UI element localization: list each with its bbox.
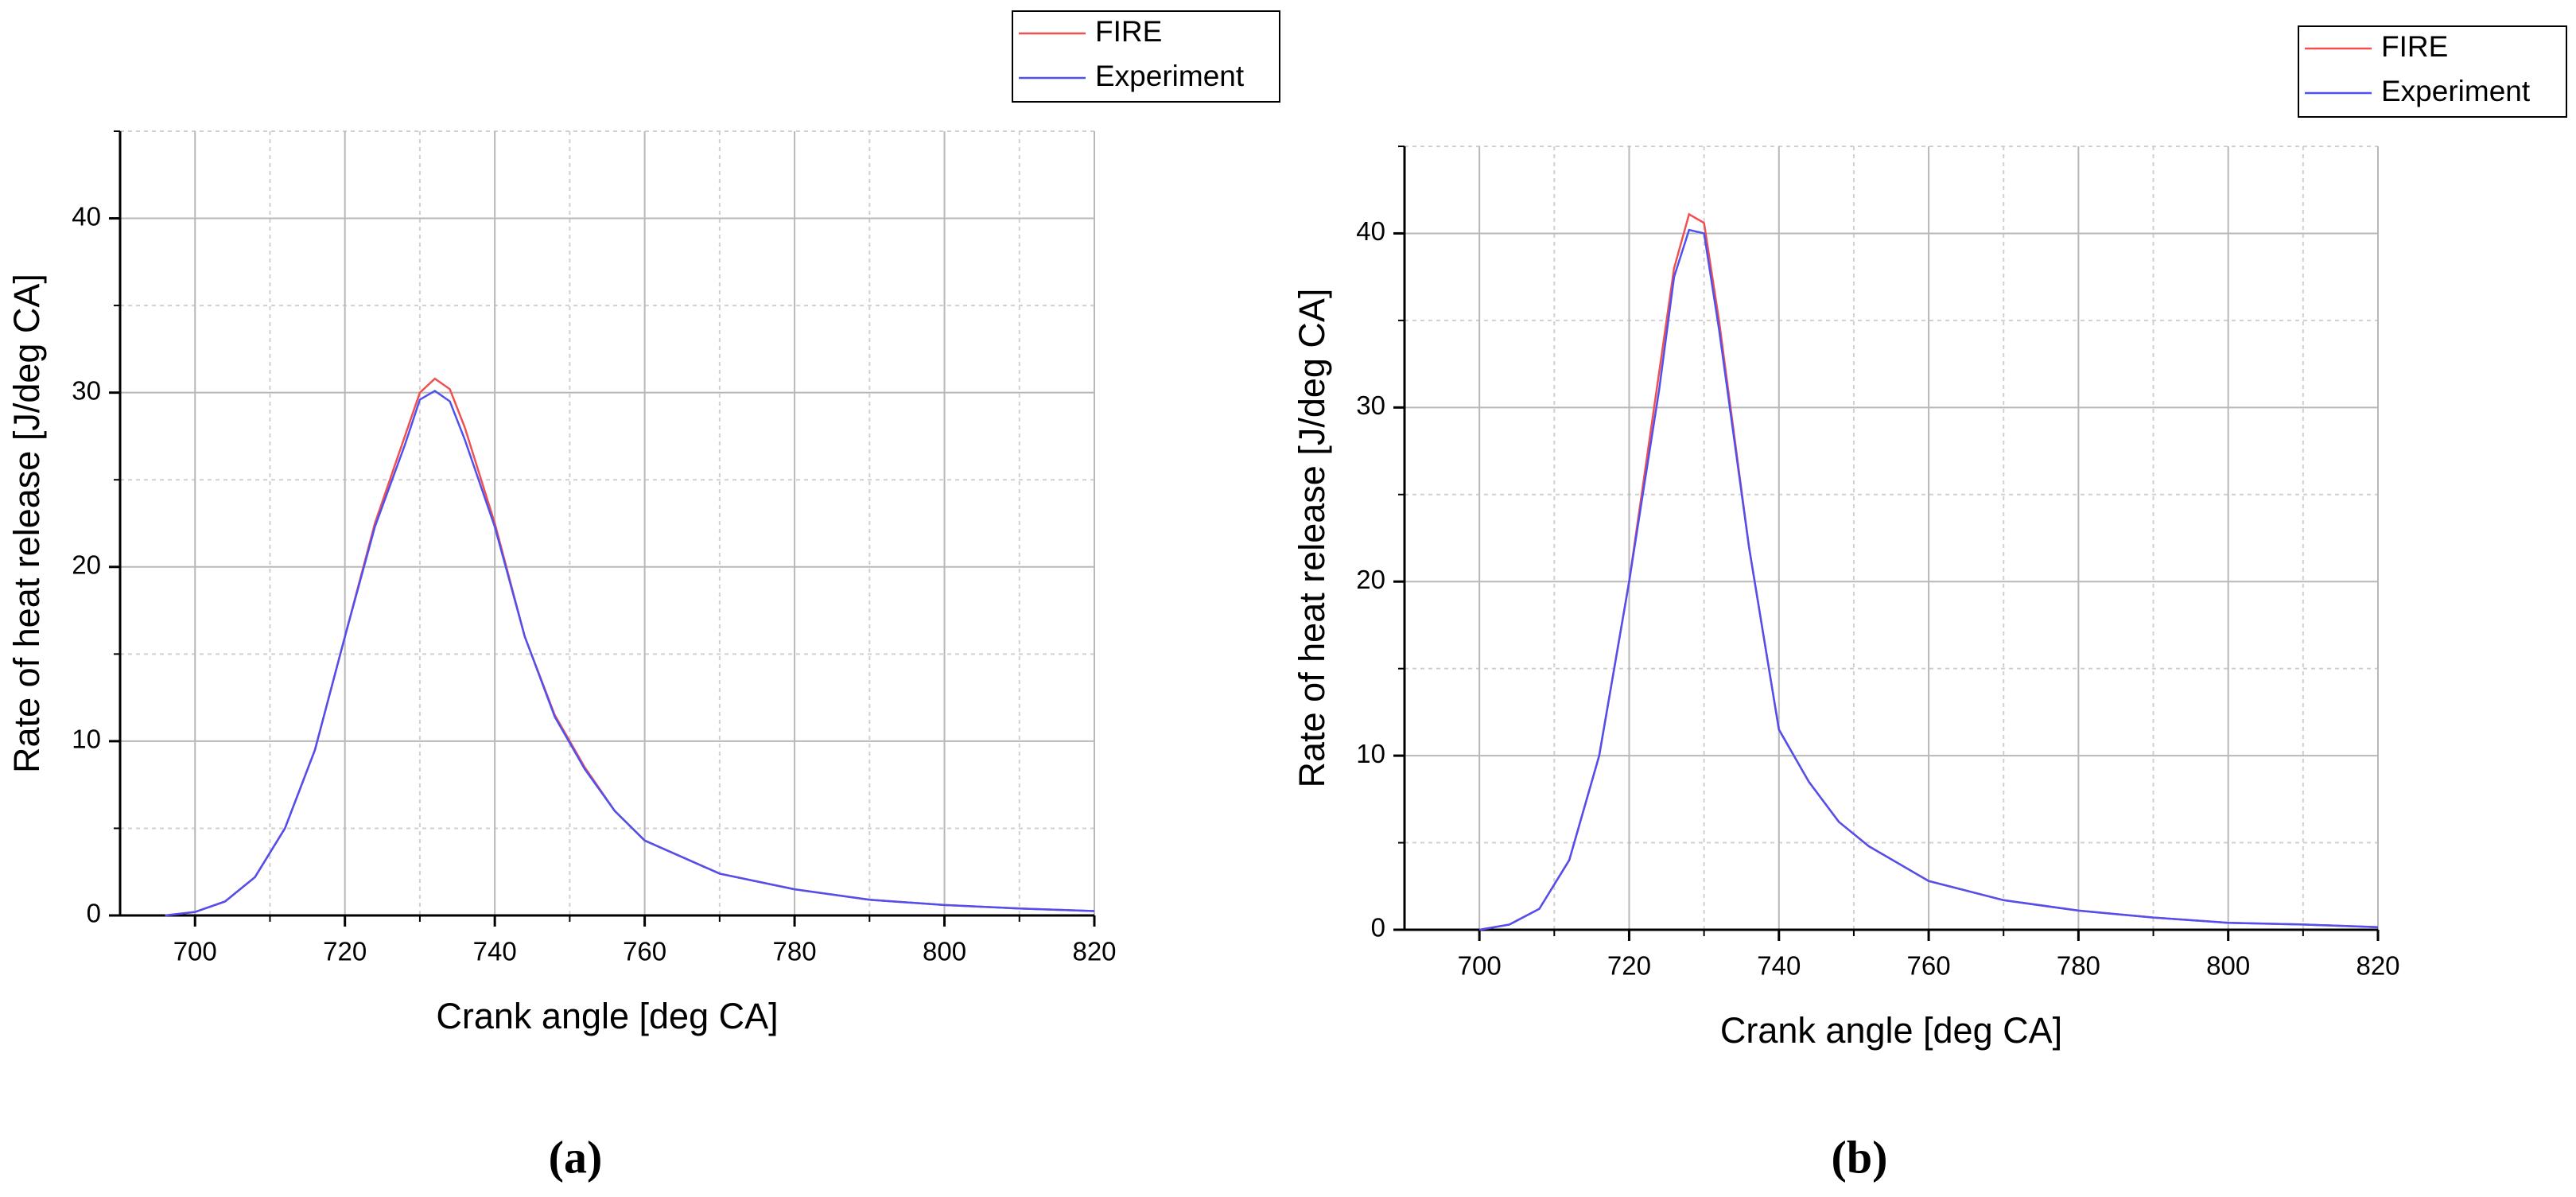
y-tick-label: 10 (1356, 739, 1385, 768)
y-tick-label: 20 (1356, 565, 1385, 594)
y-tick-label: 10 (72, 725, 101, 754)
x-tick-label: 760 (1907, 951, 1951, 981)
y-axis-label: Rate of heat release [J/deg CA] (1292, 289, 1332, 788)
caption: (a) (549, 1131, 603, 1183)
x-tick-label: 780 (2057, 951, 2100, 981)
y-tick-label: 40 (72, 201, 101, 231)
caption: (b) (1832, 1131, 1888, 1183)
x-tick-label: 800 (923, 937, 966, 966)
legend-label: Experiment (2381, 75, 2531, 107)
series-line (1478, 228, 2379, 931)
y-tick-label: 0 (1371, 913, 1385, 942)
legend-label: FIRE (1095, 15, 1162, 48)
x-tick-label: 700 (1458, 951, 1502, 981)
x-tick-label: 740 (1757, 951, 1801, 981)
y-tick-label: 30 (72, 375, 101, 405)
x-tick-label: 800 (2206, 951, 2250, 981)
x-axis-label: Crank angle [deg CA] (1720, 1010, 2062, 1051)
y-axis-label: Rate of heat release [J/deg CA] (6, 274, 47, 773)
x-tick-label: 780 (773, 937, 817, 966)
series-line (165, 377, 1095, 917)
legend-label: FIRE (2381, 30, 2448, 63)
x-tick-label: 700 (173, 937, 217, 966)
x-tick-label: 820 (2356, 951, 2399, 981)
y-tick-label: 0 (87, 899, 101, 928)
legend-box (1012, 10, 1280, 103)
series-line (165, 389, 1095, 917)
legend-box (2298, 25, 2567, 118)
y-tick-label: 30 (1356, 391, 1385, 420)
y-tick-label: 40 (1356, 216, 1385, 246)
x-axis-label: Crank angle [deg CA] (436, 996, 778, 1036)
legend-label: Experiment (1095, 60, 1245, 92)
x-tick-label: 740 (473, 937, 517, 966)
x-tick-label: 820 (1072, 937, 1116, 966)
x-tick-label: 720 (323, 937, 367, 966)
x-tick-label: 760 (623, 937, 666, 966)
x-tick-label: 720 (1607, 951, 1651, 981)
y-tick-label: 20 (72, 550, 101, 579)
